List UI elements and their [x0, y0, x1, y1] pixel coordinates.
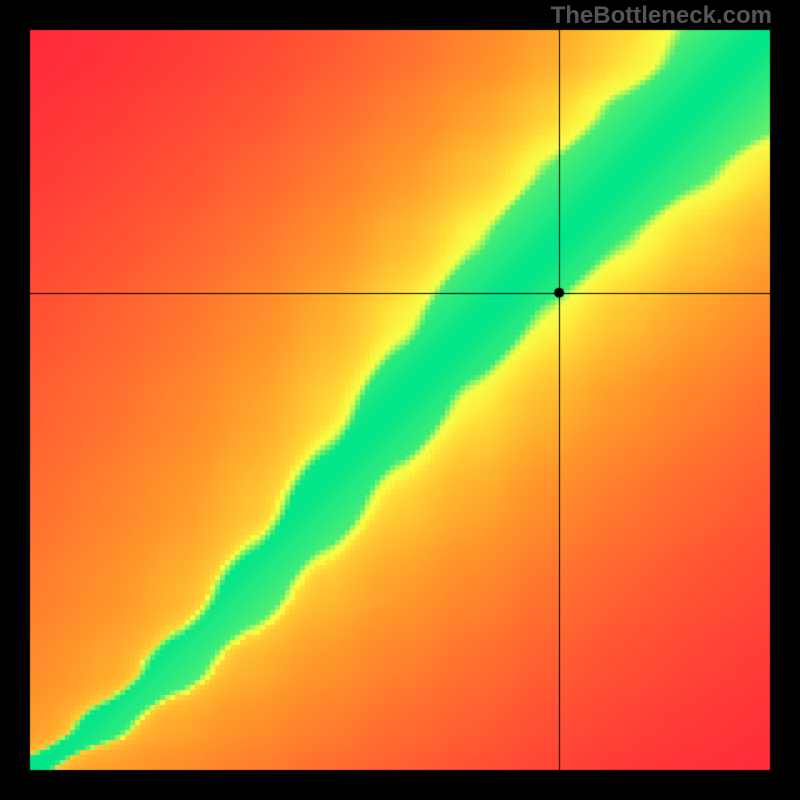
- watermark-text: TheBottleneck.com: [551, 2, 772, 30]
- chart-container: TheBottleneck.com: [0, 0, 800, 800]
- heatmap-canvas: [0, 0, 800, 800]
